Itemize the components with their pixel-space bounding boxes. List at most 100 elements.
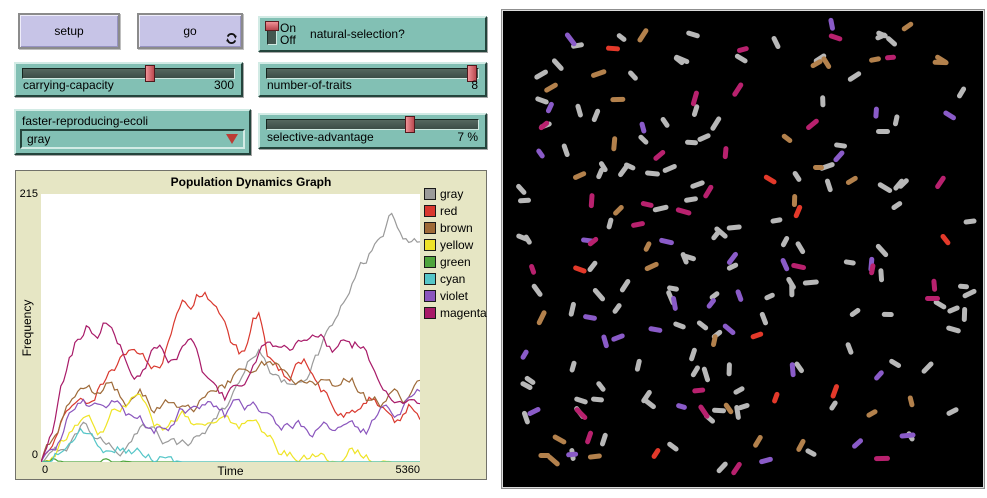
legend-item: yellow xyxy=(424,238,487,252)
bacterium-gray xyxy=(533,68,549,81)
faster-reproducing-ecoli-chooser[interactable]: faster-reproducing-ecoli gray xyxy=(14,109,251,155)
bacterium-red xyxy=(650,447,662,460)
legend-item: violet xyxy=(424,289,487,303)
bacterium-gray xyxy=(964,217,978,225)
carrying-capacity-slider[interactable]: carrying-capacity 300 xyxy=(14,62,243,97)
world-canvas xyxy=(504,12,982,486)
slider-handle[interactable] xyxy=(405,116,416,133)
slider-groove[interactable] xyxy=(22,65,235,82)
bacterium-magenta xyxy=(630,220,646,229)
slider-label: number-of-traits xyxy=(267,78,352,92)
legend-item: red xyxy=(424,204,487,218)
bacterium-gray xyxy=(611,301,623,315)
bacterium-violet xyxy=(735,288,745,303)
bacterium-gray xyxy=(961,307,967,323)
slider-label: carrying-capacity xyxy=(23,78,114,92)
bacterium-gray xyxy=(844,341,855,356)
switch-on-label: On xyxy=(280,21,297,35)
bacterium-brown xyxy=(933,59,949,66)
bacterium-gray xyxy=(726,362,732,377)
bacterium-magenta xyxy=(884,54,897,60)
plot-area xyxy=(41,194,420,462)
bacterium-gray xyxy=(689,179,706,190)
bacterium-brown xyxy=(612,204,625,217)
selective-advantage-slider[interactable]: selective-advantage 7 % xyxy=(258,113,487,149)
bacterium-gray xyxy=(726,224,742,232)
bacterium-magenta xyxy=(584,429,594,445)
bacterium-gray xyxy=(791,170,803,184)
bacterium-violet xyxy=(535,147,546,160)
slider-value: 7 % xyxy=(457,130,478,144)
bacterium-violet xyxy=(638,121,647,135)
bacterium-magenta xyxy=(702,184,714,200)
slider-handle[interactable] xyxy=(466,65,477,82)
series-line-red xyxy=(41,291,420,462)
bacterium-gray xyxy=(586,259,599,273)
switch-off-label: Off xyxy=(280,33,296,47)
slider-groove[interactable] xyxy=(266,65,479,82)
bacterium-magenta xyxy=(675,206,693,216)
bacterium-gray xyxy=(696,132,712,143)
bacterium-gray xyxy=(802,279,819,287)
bacterium-gray xyxy=(848,306,862,318)
bacterium-brown xyxy=(643,260,660,272)
slider-handle[interactable] xyxy=(144,65,155,82)
bacterium-gray xyxy=(659,115,671,129)
bacterium-brown xyxy=(543,81,559,94)
series-line-magenta xyxy=(41,322,420,462)
bacterium-red xyxy=(749,330,765,340)
x-axis-title: Time xyxy=(217,464,244,478)
go-button[interactable]: go xyxy=(137,13,243,49)
bacterium-gray xyxy=(878,268,885,284)
setup-button[interactable]: setup xyxy=(18,13,120,49)
x-axis-min-label: 0 xyxy=(42,464,49,476)
bacterium-gray xyxy=(804,447,818,458)
chooser-selected-value: gray xyxy=(27,132,51,146)
slider-groove[interactable] xyxy=(266,116,479,133)
bacterium-gray xyxy=(652,204,670,213)
bacterium-brown xyxy=(551,433,567,446)
forever-loop-icon xyxy=(226,33,237,44)
bacterium-gray xyxy=(955,85,967,100)
switch-knob[interactable] xyxy=(265,21,279,31)
bacterium-red xyxy=(762,173,777,186)
bacterium-magenta xyxy=(730,461,744,477)
bacterium-gray xyxy=(884,34,898,48)
bacterium-violet xyxy=(851,436,865,450)
bacterium-magenta xyxy=(691,387,706,394)
bacterium-gray xyxy=(763,292,777,302)
bacterium-magenta xyxy=(737,46,750,54)
x-axis-max-label: 5360 xyxy=(395,464,420,476)
bacterium-gray xyxy=(770,35,782,51)
bacterium-gray xyxy=(561,143,571,159)
plot-legend: gray red brown yellow green cyan violet magenta xyxy=(424,187,487,320)
bacterium-violet xyxy=(779,257,790,272)
bacterium-gray xyxy=(843,259,857,267)
switch-track[interactable] xyxy=(265,21,279,45)
legend-swatch xyxy=(424,205,436,217)
number-of-traits-slider[interactable]: number-of-traits 8 xyxy=(258,62,487,97)
bacterium-gray xyxy=(575,103,584,119)
natural-selection-switch[interactable]: On Off natural-selection? xyxy=(258,16,487,52)
bacterium-magenta xyxy=(790,262,807,271)
legend-label: magenta xyxy=(440,306,487,320)
bacterium-gray xyxy=(661,163,678,174)
chooser-dropdown[interactable]: gray xyxy=(20,129,245,149)
y-axis-title: Frequency xyxy=(20,299,34,357)
legend-label: gray xyxy=(440,187,464,201)
bacterium-gray xyxy=(590,396,605,403)
legend-swatch xyxy=(424,188,436,200)
bacterium-violet xyxy=(705,297,717,311)
bacterium-brown xyxy=(752,434,764,449)
bacterium-brown xyxy=(812,165,824,171)
bacterium-gray xyxy=(828,399,839,412)
bacterium-magenta xyxy=(652,148,667,162)
bacterium-gray xyxy=(595,167,605,181)
bacterium-violet xyxy=(565,451,578,458)
bacterium-gray xyxy=(876,128,890,134)
bacterium-red xyxy=(829,383,840,400)
bacterium-brown xyxy=(723,402,735,416)
bacterium-brown xyxy=(590,68,607,79)
bacterium-gray xyxy=(599,432,609,447)
switch-name-label: natural-selection? xyxy=(310,27,405,41)
